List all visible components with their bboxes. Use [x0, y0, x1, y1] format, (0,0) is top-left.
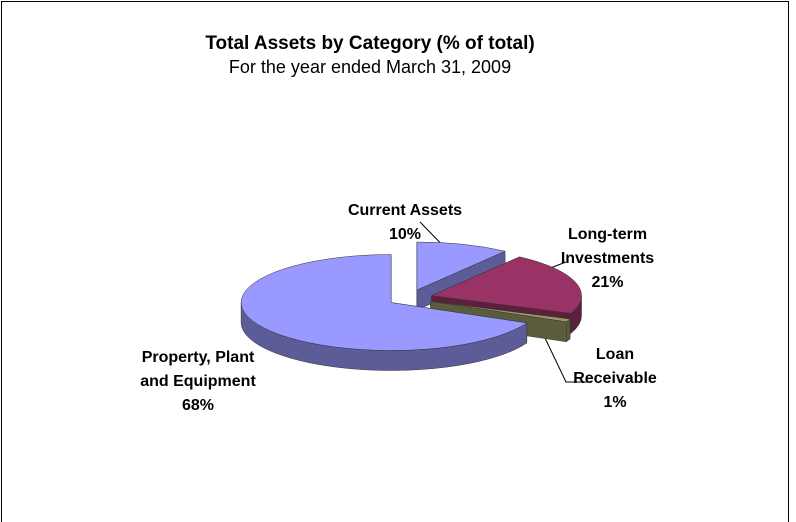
pie-slice: [430, 301, 571, 323]
value-label: 21%: [591, 274, 624, 291]
chart-subtitle: For the year ended March 31, 2009: [228, 57, 512, 77]
category-label: Current Assets: [347, 202, 463, 219]
category-label: Property, Plant and Equipment: [140, 349, 256, 390]
data-label: Property, Plant and Equipment 68%: [128, 346, 268, 418]
slice-wall: [566, 318, 571, 343]
leader-line: [544, 337, 587, 383]
chart-title: Total Assets by Category (% of total): [205, 33, 535, 54]
value-label: 68%: [181, 397, 215, 414]
pie-slice: [240, 254, 528, 351]
pie-slice: [416, 241, 506, 291]
category-label: Long-term Investments: [560, 226, 655, 267]
value-label: 1%: [603, 394, 627, 411]
pie-slice: [430, 256, 582, 314]
value-label: 10%: [388, 226, 422, 243]
category-label: Loan Receivable: [573, 346, 657, 387]
data-label: Long-term Investments 21%: [540, 223, 675, 295]
data-label: Loan Receivable 1%: [570, 343, 660, 415]
data-label: Current Assets 10%: [320, 199, 490, 247]
